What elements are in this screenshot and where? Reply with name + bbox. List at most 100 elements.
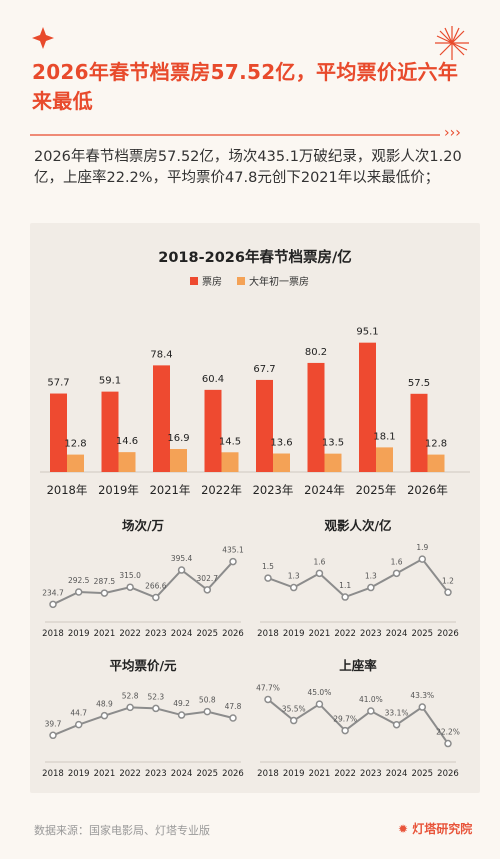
point-label: 47.7% — [256, 683, 280, 692]
year-tick-label: 2026 — [437, 629, 459, 639]
bar-category-label: 2025年 — [356, 483, 397, 497]
data-point — [315, 700, 324, 708]
year-tick-label: 2018 — [257, 769, 279, 779]
brand-logo: ✹ 灯塔研究院 — [398, 820, 472, 837]
data-point — [315, 569, 324, 578]
summary-text: 2026年春节档票房57.52亿，场次435.1万破纪录，观影人次1.20亿，上… — [34, 149, 462, 186]
year-tick-label: 2026 — [222, 769, 244, 779]
point-label: 302.7 — [197, 574, 219, 583]
data-point — [229, 714, 237, 722]
year-tick-label: 2023 — [145, 769, 167, 779]
data-point — [418, 703, 427, 711]
data-point — [341, 726, 349, 735]
bar-chart-title: 2018-2026年春节档票房/亿 — [158, 248, 352, 266]
bar-category-label: 2021年 — [150, 483, 191, 497]
data-point — [177, 711, 186, 719]
bar-value-label: 13.5 — [322, 438, 344, 449]
year-tick-label: 2019 — [68, 769, 90, 779]
bar-value-label: 60.4 — [202, 374, 224, 385]
data-point — [289, 583, 298, 592]
bar-category-label: 2022年 — [201, 483, 242, 497]
data-point — [392, 720, 401, 729]
bar-first-day — [427, 454, 445, 472]
series-line — [52, 706, 234, 737]
year-tick-label: 2019 — [283, 629, 305, 639]
year-tick-label: 2021 — [94, 769, 116, 779]
bar-box-office — [256, 379, 273, 472]
year-tick-label: 2018 — [42, 769, 64, 779]
data-point — [289, 716, 298, 725]
year-tick-label: 2022 — [119, 629, 141, 639]
page-title: 2026年春节档票房57.52亿，平均票价近六年来最低 — [32, 60, 459, 113]
data-point — [367, 707, 375, 715]
legend-label-secondary: 大年初一票房 — [249, 275, 309, 288]
point-label: 39.7 — [45, 719, 62, 728]
point-label: 33.1% — [385, 709, 409, 718]
series-line — [267, 557, 449, 599]
year-tick-label: 2024 — [171, 629, 193, 639]
data-point — [392, 569, 401, 578]
bar-value-label: 14.5 — [219, 436, 241, 447]
line-chart-title: 平均票价/元 — [109, 658, 177, 673]
point-label: 52.3 — [148, 692, 165, 701]
point-label: 1.3 — [365, 572, 377, 581]
line-chart-title: 场次/万 — [122, 518, 164, 533]
point-label: 45.0% — [308, 688, 332, 697]
bar-first-day — [273, 453, 290, 472]
point-label: 22.2% — [436, 728, 460, 737]
point-label: 1.6 — [313, 557, 325, 566]
bar-value-label: 12.8 — [425, 439, 447, 450]
point-label: 41.0% — [359, 695, 383, 704]
point-label: 50.8 — [199, 696, 216, 705]
legend-swatch-primary — [190, 277, 198, 285]
data-point — [444, 739, 452, 748]
point-label: 1.3 — [288, 572, 300, 581]
point-label: 52.8 — [122, 691, 139, 700]
data-point — [444, 588, 452, 597]
point-label: 435.1 — [222, 546, 244, 555]
firework-icon — [435, 26, 469, 60]
line-chart-title: 观影人次/亿 — [324, 518, 391, 533]
point-label: 44.7 — [70, 709, 87, 718]
sparkle-decoration — [32, 26, 469, 60]
bar-category-label: 2024年 — [304, 483, 345, 497]
point-label: 315.0 — [119, 571, 141, 580]
year-tick-label: 2021 — [94, 629, 116, 639]
year-tick-label: 2026 — [222, 629, 244, 639]
year-tick-label: 2025 — [411, 769, 433, 779]
source-note: 数据来源：国家电影局、灯塔专业版 — [34, 824, 210, 837]
point-label: 1.5 — [262, 562, 274, 571]
point-label: 49.2 — [173, 699, 190, 708]
point-label: 43.3% — [410, 691, 434, 700]
bar-value-label: 80.2 — [305, 347, 327, 358]
bar-value-label: 18.1 — [373, 431, 395, 442]
chart-panel — [30, 223, 480, 793]
bar-value-label: 13.6 — [270, 438, 292, 449]
bar-box-office — [153, 365, 170, 472]
year-tick-label: 2025 — [196, 769, 218, 779]
bar-category-label: 2023年 — [253, 483, 294, 497]
point-label: 395.4 — [171, 554, 193, 563]
point-label: 48.9 — [96, 700, 113, 709]
data-point — [152, 704, 160, 713]
data-point — [203, 707, 212, 716]
bar-value-label: 12.8 — [64, 439, 86, 450]
data-point — [126, 583, 134, 591]
data-point — [367, 583, 375, 592]
year-tick-label: 2024 — [386, 769, 408, 779]
year-tick-label: 2021 — [309, 769, 331, 779]
year-tick-label: 2023 — [360, 769, 382, 779]
point-label: 1.2 — [442, 576, 454, 585]
bar-box-office — [101, 391, 119, 472]
data-point — [126, 703, 134, 712]
data-point — [341, 593, 349, 601]
brand-name: 灯塔研究院 — [412, 822, 473, 836]
year-tick-label: 2026 — [437, 769, 459, 779]
data-point — [74, 720, 83, 729]
point-label: 292.5 — [68, 576, 90, 585]
bar-value-label: 59.1 — [99, 376, 121, 387]
bar-first-day — [324, 453, 342, 472]
data-point — [74, 588, 83, 596]
chevrons-icon: ››› — [444, 125, 461, 141]
